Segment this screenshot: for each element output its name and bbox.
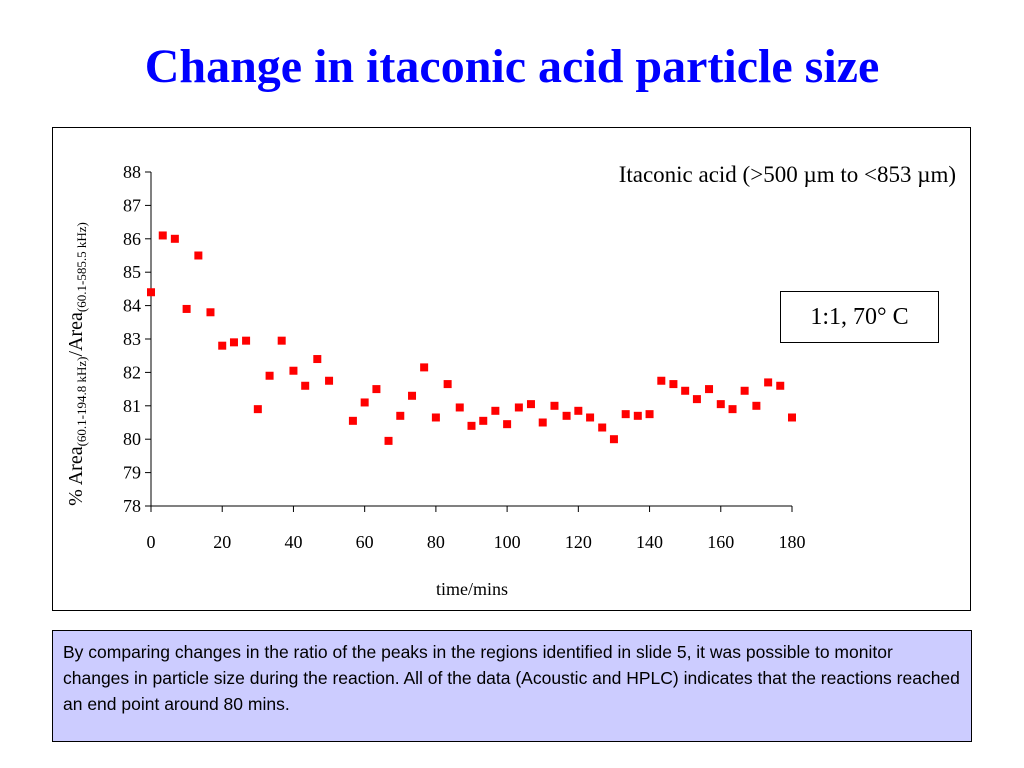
data-point: [669, 380, 678, 389]
x-tick-label: 180: [779, 532, 806, 552]
chart-frame: 78 79 80 81 82 83 84 85 86 87 88 0 20 40 60 80 100 120 140…: [52, 127, 971, 611]
data-point: [503, 420, 512, 429]
data-point: [277, 336, 286, 345]
x-tick-label: 60: [356, 532, 374, 552]
y-tick-label: 81: [123, 396, 141, 416]
y-axis-label-sub1: (60.1-194.8 kHz): [74, 357, 89, 447]
data-point: [526, 400, 535, 409]
x-tick-label: 0: [147, 532, 156, 552]
data-point: [705, 385, 714, 394]
data-point: [313, 355, 322, 364]
y-tick-label: 85: [123, 262, 141, 282]
x-axis-label: time/mins: [436, 579, 508, 599]
data-point: [443, 380, 452, 389]
data-point: [586, 413, 595, 422]
data-point: [253, 405, 262, 414]
data-point: [609, 435, 618, 444]
y-tick-label: 87: [123, 195, 141, 215]
y-tick-label: 84: [123, 296, 141, 316]
x-tick-label: 160: [707, 532, 734, 552]
data-point: [752, 401, 761, 410]
chart-ticks: [145, 171, 793, 512]
chart-points: [147, 231, 796, 445]
data-point: [467, 421, 476, 430]
data-point: [229, 338, 238, 347]
y-tick-label: 78: [123, 496, 141, 516]
data-point: [514, 403, 523, 412]
data-point: [242, 336, 251, 345]
data-point: [538, 418, 547, 427]
data-point: [194, 251, 203, 260]
data-point: [491, 406, 500, 415]
data-point: [574, 406, 583, 415]
y-tick-label: 80: [123, 429, 141, 449]
x-tick-label: 100: [494, 532, 521, 552]
slide-title: Change in itaconic acid particle size: [144, 40, 880, 93]
data-point: [348, 416, 357, 425]
condition-annotation: 1:1, 70° C: [780, 291, 939, 343]
data-point: [716, 400, 725, 409]
data-point: [728, 405, 737, 414]
data-point: [182, 304, 191, 313]
chart-title: Itaconic acid (>500 µm to <853 µm): [619, 162, 956, 187]
y-tick-label: 83: [123, 329, 141, 349]
data-point: [550, 401, 559, 410]
data-point: [289, 366, 298, 375]
data-point: [431, 413, 440, 422]
data-point: [372, 385, 381, 394]
x-tick-label: 140: [636, 532, 663, 552]
data-point: [776, 381, 785, 390]
y-axis-label-middle: /Area: [65, 312, 87, 357]
y-tick-label: 82: [123, 362, 141, 382]
data-point: [598, 423, 607, 432]
data-point: [645, 410, 654, 419]
data-point: [764, 378, 773, 387]
y-axis-label-prefix: % Area: [65, 446, 87, 506]
data-point: [740, 386, 749, 395]
x-tick-label: 40: [284, 532, 302, 552]
data-point: [147, 288, 155, 297]
data-point: [408, 391, 417, 400]
x-tick-label: 20: [213, 532, 231, 552]
y-axis-label: % Area(60.1-194.8 kHz)/Area(60.1-585.5 k…: [65, 222, 89, 506]
data-point: [455, 403, 464, 412]
data-point: [692, 395, 701, 404]
data-point: [788, 413, 796, 422]
x-tick-label: 120: [565, 532, 592, 552]
data-point: [158, 231, 167, 240]
data-point: [301, 381, 310, 390]
data-point: [325, 376, 334, 385]
data-point: [265, 371, 274, 380]
data-point: [562, 411, 571, 420]
data-point: [218, 341, 227, 350]
data-point: [657, 376, 666, 385]
data-point: [633, 411, 642, 420]
y-axis-label-sub2: (60.1-585.5 kHz): [74, 222, 89, 312]
data-point: [621, 410, 630, 419]
y-tick-label: 79: [123, 463, 141, 483]
scatter-chart: 78 79 80 81 82 83 84 85 86 87 88 0 20 40 60 80 100 120 140…: [65, 162, 956, 599]
data-point: [206, 308, 215, 317]
y-tick-label: 88: [123, 162, 141, 182]
x-tick-label: 80: [427, 532, 445, 552]
data-point: [396, 411, 405, 420]
data-point: [384, 436, 393, 445]
data-point: [360, 398, 369, 407]
y-tick-label: 86: [123, 229, 141, 249]
data-point: [420, 363, 429, 372]
chart-tick-labels: 78 79 80 81 82 83 84 85 86 87 88 0 20 40 60 80 100 120 140…: [123, 162, 806, 552]
data-point: [170, 234, 179, 243]
data-point: [681, 386, 690, 395]
caption-box: By comparing changes in the ratio of the…: [52, 630, 972, 742]
data-point: [479, 416, 488, 425]
